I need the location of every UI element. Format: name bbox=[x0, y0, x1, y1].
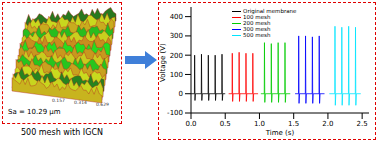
svg-text:0.5: 0.5 bbox=[220, 120, 231, 128]
svg-text:400: 400 bbox=[170, 13, 183, 21]
svg-text:100: 100 bbox=[170, 71, 183, 79]
svg-text:0: 0 bbox=[179, 90, 183, 98]
svg-text:-100: -100 bbox=[167, 109, 183, 117]
html-text:0.629: 0.629 bbox=[96, 102, 109, 107]
svg-text:200: 200 bbox=[170, 52, 183, 60]
html-text:Sa = 10.29 μm: Sa = 10.29 μm bbox=[8, 108, 61, 116]
svg-text:Voltage (V): Voltage (V) bbox=[159, 43, 167, 82]
svg-text:1.0: 1.0 bbox=[254, 120, 265, 128]
html-text:0.314: 0.314 bbox=[74, 100, 87, 105]
svg-text:2.0: 2.0 bbox=[322, 120, 333, 128]
svg-text:1.5: 1.5 bbox=[288, 120, 299, 128]
html-text:300 mesh: 300 mesh bbox=[243, 26, 271, 32]
html-text:Original membrane: Original membrane bbox=[243, 8, 297, 14]
svg-text:Time (s): Time (s) bbox=[265, 129, 295, 137]
html-text:500 mesh: 500 mesh bbox=[243, 32, 271, 38]
svg-text:2.5: 2.5 bbox=[357, 120, 368, 128]
html-text:0.157: 0.157 bbox=[52, 98, 65, 103]
svg-text:300: 300 bbox=[170, 32, 183, 40]
html-text:200 mesh: 200 mesh bbox=[243, 20, 271, 26]
html-text:500 mesh with IGCN: 500 mesh with IGCN bbox=[21, 128, 103, 137]
svg-text:0.0: 0.0 bbox=[185, 120, 196, 128]
html-text:100 mesh: 100 mesh bbox=[243, 14, 271, 20]
